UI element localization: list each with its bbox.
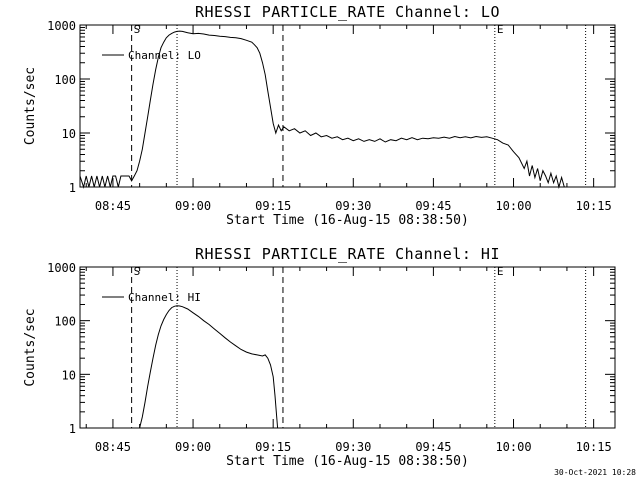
chart-panel-1: RHESSI PARTICLE_RATE Channel: LO 1 10 100 10… — [23, 3, 616, 228]
x-tick-label: 09:30 — [335, 199, 371, 213]
x-tick-label: 08:45 — [95, 199, 131, 213]
y-axis-label: Counts/sec — [23, 67, 38, 145]
x-tick-label: 09:45 — [415, 199, 451, 213]
x-tick-label: 09:15 — [255, 440, 291, 454]
series-line-1 — [79, 30, 565, 189]
x-tick-label: 09:00 — [175, 440, 211, 454]
x-tick-label: 08:45 — [95, 440, 131, 454]
y-tick-label: 1000 — [47, 19, 76, 33]
marker-label: E — [497, 23, 504, 36]
series-line-1 — [139, 305, 279, 429]
y-tick-label: 100 — [54, 315, 76, 329]
chart-panels: RHESSI PARTICLE_RATE Channel: LO11010010… — [23, 3, 616, 469]
y-tick-label: 100 — [54, 73, 76, 87]
y-tick-label: 10 — [62, 127, 76, 141]
x-tick-label: 10:00 — [495, 440, 531, 454]
x-axis-label: Start Time (16-Aug-15 08:38:50) — [226, 213, 469, 228]
chart-title: RHESSI PARTICLE_RATE Channel: HI — [195, 245, 500, 263]
marker-label: S — [134, 23, 141, 36]
x-tick-label: 10:15 — [576, 440, 612, 454]
y-tick-label: 1 — [69, 422, 76, 436]
chart-title: RHESSI PARTICLE_RATE Channel: LO — [195, 3, 500, 21]
y-tick-label: 1 — [69, 181, 76, 195]
x-tick-label: 10:00 — [495, 199, 531, 213]
x-tick-label: 10:15 — [576, 199, 612, 213]
plot-frame — [79, 24, 616, 188]
generated-timestamp: 30-Oct-2021 10:28 — [554, 468, 636, 477]
legend-label: Channel: LO — [128, 49, 201, 62]
legend-label: Channel: HI — [128, 291, 201, 304]
y-tick-label: 1000 — [47, 261, 76, 275]
x-axis-label: Start Time (16-Aug-15 08:38:50) — [226, 454, 469, 469]
x-tick-label: 09:00 — [175, 199, 211, 213]
marker-label: S — [134, 265, 141, 278]
x-tick-label: 09:15 — [255, 199, 291, 213]
chart-panel-2: RHESSI PARTICLE_RATE Channel: HI 1 10 100 10… — [23, 245, 616, 469]
y-tick-label: 10 — [62, 368, 76, 382]
y-axis-label: Counts/sec — [23, 308, 38, 386]
x-tick-label: 09:45 — [415, 440, 451, 454]
x-tick-label: 09:30 — [335, 440, 371, 454]
marker-label: E — [497, 265, 504, 278]
plot-frame — [79, 266, 616, 429]
